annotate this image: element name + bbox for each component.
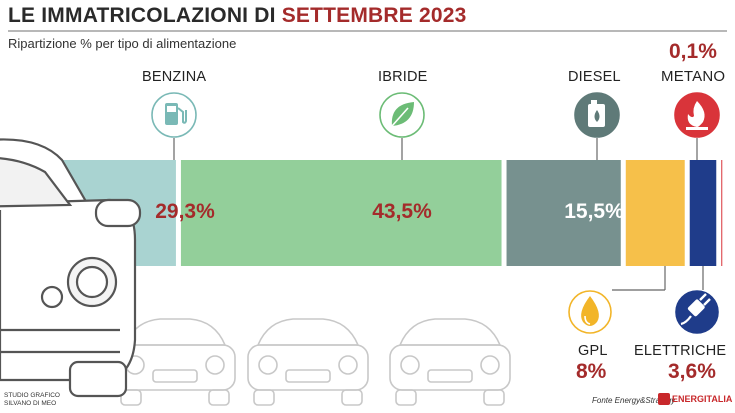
category-label-ibride: IBRIDE — [378, 69, 428, 85]
fuel-pump-icon — [151, 92, 197, 138]
value-label-ibride: 43,5% — [372, 200, 432, 223]
title-divider — [8, 30, 727, 32]
value-label-metano: 0,1% — [669, 40, 717, 63]
source-note: Fonte Energy&Strategy — [592, 396, 676, 405]
connectors-layer — [173, 138, 704, 291]
oil-can-icon — [574, 92, 620, 138]
category-label-gpl: GPL — [578, 343, 608, 359]
bar-ibride — [180, 160, 502, 266]
bar-gpl — [625, 160, 685, 266]
category-label-metano: METANO — [661, 68, 726, 85]
chart-subtitle: Ripartizione % per tipo di alimentazione — [8, 36, 237, 51]
credit: STUDIO GRAFICO SILVANO DI MEO — [4, 392, 60, 407]
leaf-icon — [379, 92, 425, 138]
plug-icon — [675, 290, 719, 334]
category-label-benzina: BENZINA — [142, 69, 207, 85]
value-label-elettriche: 3,6% — [668, 360, 716, 383]
category-label-elettriche: ELETTRICHE — [634, 343, 727, 359]
brand-logo-icon — [658, 393, 670, 405]
category-label-diesel: DIESEL — [568, 69, 621, 85]
flame-drop-icon — [568, 290, 612, 334]
front-car-icon — [0, 138, 142, 398]
bar-elettriche — [689, 160, 717, 266]
page-title: LE IMMATRICOLAZIONI DI SETTEMBRE 2023 — [8, 4, 467, 27]
icons-layer — [151, 92, 720, 334]
bar-metano — [721, 160, 723, 266]
flame-icon — [674, 92, 720, 138]
brand-name: ENERGITALIA — [672, 394, 733, 404]
bar-diesel — [506, 160, 621, 266]
value-label-gpl: 8% — [576, 360, 607, 383]
car-illustration — [114, 318, 511, 406]
value-label-diesel: 15,5% — [564, 200, 624, 223]
value-label-benzina: 29,3% — [155, 200, 215, 223]
